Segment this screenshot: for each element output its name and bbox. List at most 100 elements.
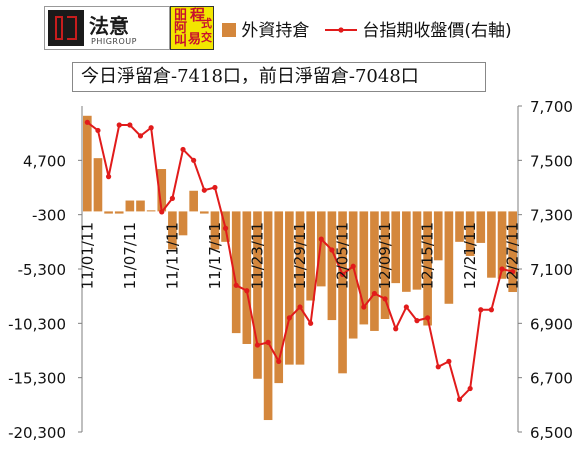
bar [380, 211, 390, 319]
legend-bar-swatch [222, 23, 236, 37]
bar [285, 211, 294, 365]
right-tick-label: 7,100 [530, 261, 573, 279]
line-point [84, 119, 90, 125]
bar [455, 211, 464, 242]
line-point [435, 364, 441, 370]
logo2-char: 交 [201, 31, 212, 44]
line-point [393, 326, 399, 332]
line-point [244, 288, 250, 294]
logo2-char: 式 [201, 17, 212, 30]
bar [359, 211, 369, 325]
x-tick-label: 12/27/11 [504, 222, 522, 289]
right-tick-label: 7,700 [530, 98, 573, 116]
bar [348, 211, 358, 339]
right-tick-label: 6,500 [530, 424, 573, 442]
x-tick-label: 12/21/11 [461, 222, 479, 289]
right-tick-label: 6,700 [530, 370, 573, 388]
bar [412, 211, 422, 290]
logo-subtitle: PHIGROUP [91, 37, 137, 46]
line-point [116, 122, 122, 128]
line-point [308, 320, 314, 326]
bar [465, 211, 475, 256]
line-point [254, 342, 261, 348]
x-tick-label: 11/17/11 [206, 222, 224, 289]
line-point [350, 263, 356, 269]
line-point [286, 315, 292, 321]
line-point [265, 339, 271, 345]
left-tick-label: -5,300 [18, 261, 66, 279]
x-tick-label: 11/01/11 [78, 222, 96, 289]
logo2-char: 程 [190, 6, 206, 24]
bar [125, 200, 135, 212]
line-point [510, 269, 516, 275]
bar [114, 211, 124, 214]
logo2-char: 叫 [174, 34, 188, 49]
line-point [414, 318, 420, 324]
bar [497, 211, 507, 279]
logo2-char: 昍 [174, 8, 188, 23]
line-point [371, 290, 378, 297]
legend-line-swatch [325, 27, 357, 33]
left-tick-label: 4,700 [23, 152, 66, 170]
right-tick-label: 7,500 [530, 152, 573, 170]
logo-name: 法意 [89, 14, 129, 38]
line-point [169, 195, 175, 201]
line-point [499, 266, 505, 272]
line-point [488, 307, 495, 313]
bar [168, 211, 177, 250]
logo-mark-icon [48, 10, 84, 46]
x-tick-label: 12/15/11 [419, 222, 437, 289]
bar [157, 169, 167, 212]
left-tick-label: -10,300 [8, 315, 66, 333]
line-point [467, 385, 473, 392]
line-point [222, 225, 229, 231]
line-point [105, 174, 112, 180]
line-point [127, 122, 133, 128]
line-point [456, 396, 463, 402]
line-point [318, 236, 324, 242]
line-point [212, 184, 218, 191]
x-tick-label: 11/23/11 [248, 222, 266, 289]
right-tick-label: 7,300 [530, 207, 573, 225]
line-point [361, 304, 367, 310]
line-point [95, 127, 101, 134]
bar [316, 211, 326, 287]
logo2-char: 易 [188, 32, 202, 47]
bar [189, 190, 198, 212]
line-point [276, 358, 282, 364]
bar [178, 211, 188, 236]
line-point [159, 209, 165, 215]
bar [274, 211, 284, 384]
line-point [137, 133, 144, 139]
line-point [191, 157, 197, 163]
bar [199, 211, 209, 214]
bar [306, 211, 315, 301]
bar [295, 211, 305, 365]
x-tick-label: 12/09/11 [376, 222, 394, 289]
line-point [297, 304, 303, 310]
right-tick-label: 6,900 [530, 315, 573, 333]
program-trading-logo: 昍 程 阿 式 叫 易 交 [170, 6, 214, 50]
bar [253, 211, 262, 379]
bar [508, 211, 517, 293]
line-point [339, 271, 346, 278]
bar [423, 211, 432, 326]
bar [338, 211, 347, 374]
legend-bars: 外資持倉 [222, 16, 309, 41]
bar [487, 211, 496, 278]
line-point [201, 187, 207, 193]
logo2-char: 阿 [174, 21, 188, 36]
line-point [382, 296, 388, 302]
x-tick-label: 11/07/11 [121, 222, 139, 289]
bar [476, 211, 486, 243]
bar [433, 211, 443, 261]
line-point [329, 247, 335, 253]
philgroup-logo: 法意 PHIGROUP [44, 6, 170, 50]
line-point [478, 307, 484, 313]
line-point [446, 358, 452, 364]
bar [391, 211, 401, 284]
x-tick-label: 11/29/11 [291, 222, 309, 289]
bar [242, 211, 252, 344]
legend-line-label: 台指期收盤價(右軸) [362, 21, 512, 41]
